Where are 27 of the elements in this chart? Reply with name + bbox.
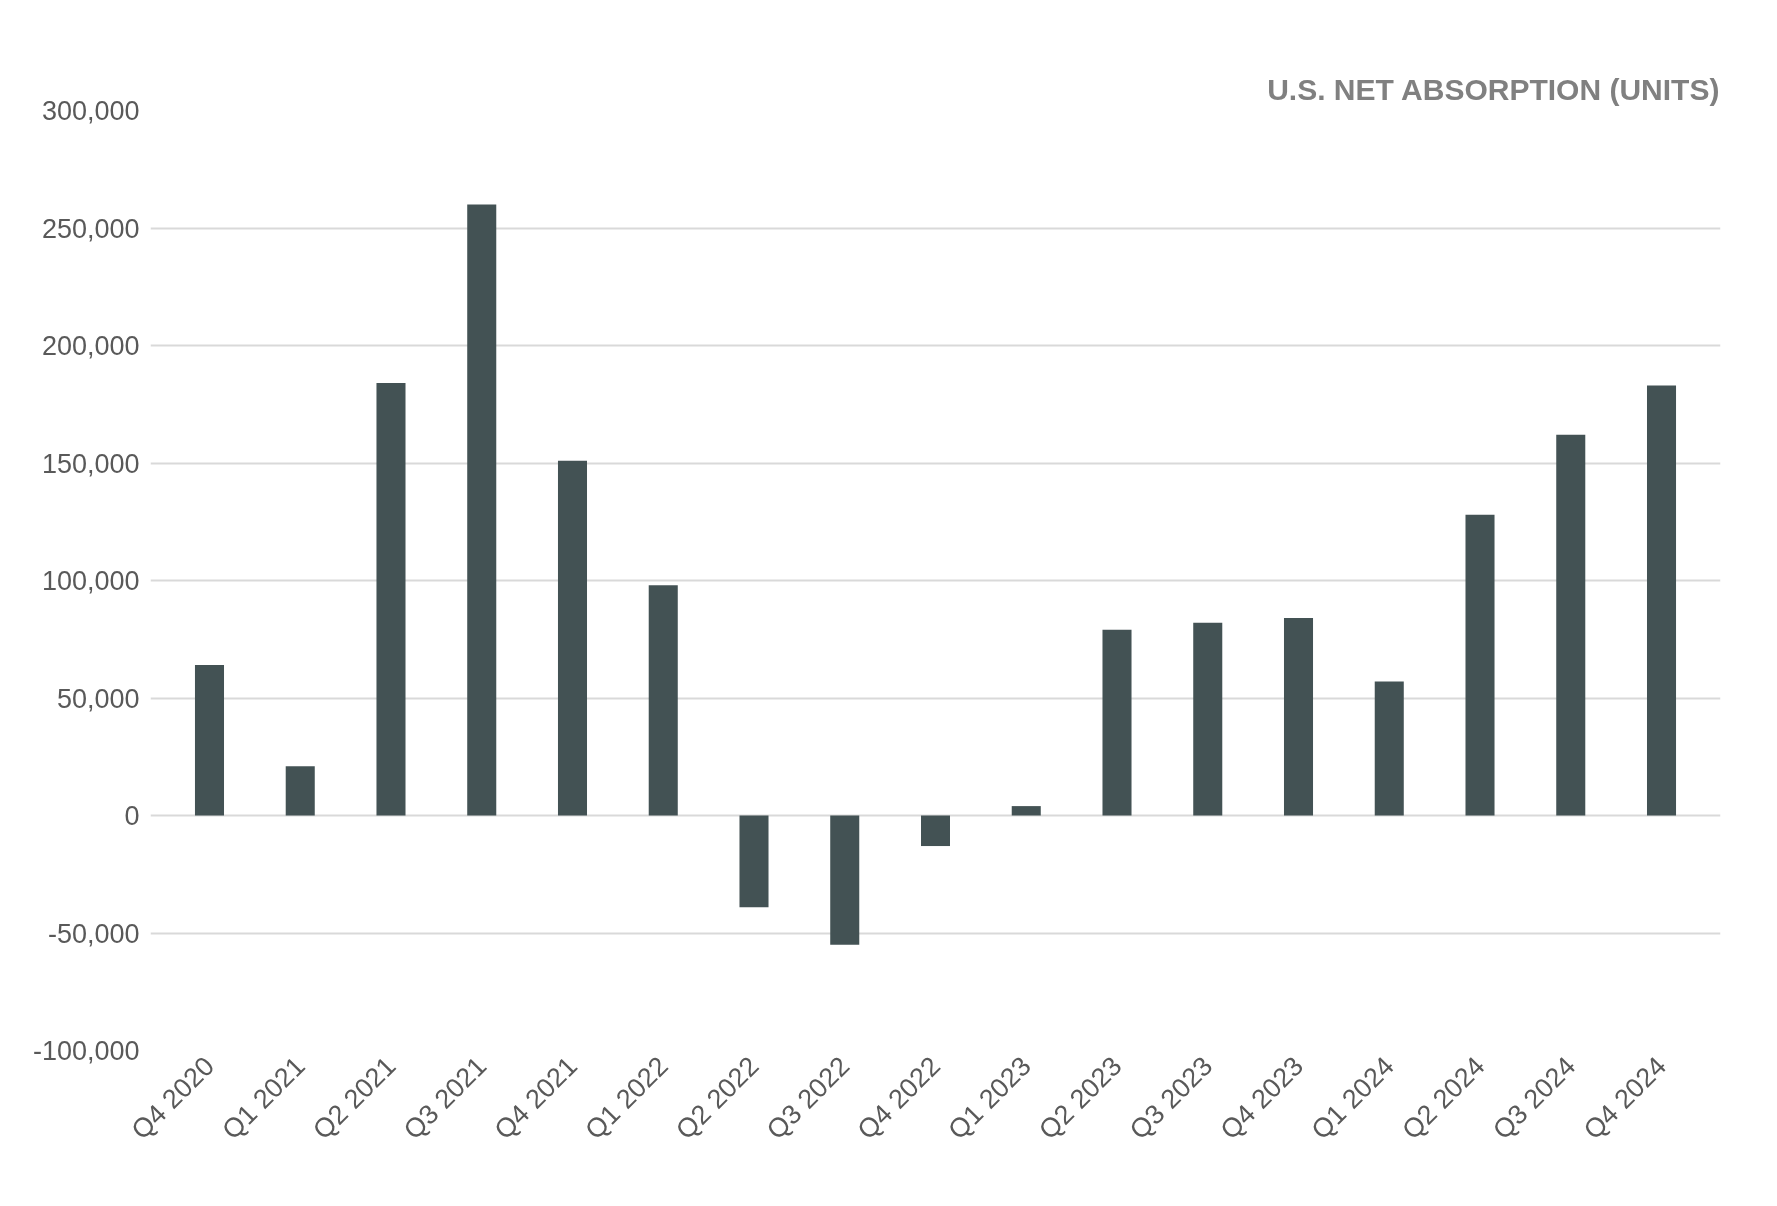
bar [1283, 618, 1314, 816]
bar [194, 665, 225, 816]
y-tick-label: 200,000 [41, 331, 140, 361]
bar [557, 460, 588, 816]
bar [376, 383, 406, 816]
y-tick-label: 0 [124, 801, 140, 831]
bar [920, 815, 951, 847]
bar [1646, 385, 1677, 816]
y-tick-label: -50,000 [47, 918, 140, 949]
bar [648, 585, 678, 816]
bar [1465, 514, 1495, 816]
bar [1374, 681, 1404, 816]
bar [830, 815, 860, 945]
y-tick-label: 300,000 [41, 96, 140, 126]
y-tick-label: -100,000 [32, 1036, 140, 1066]
bar [467, 204, 497, 816]
bar [1556, 434, 1586, 816]
y-tick-label: 150,000 [41, 448, 140, 479]
y-tick-label: 100,000 [41, 566, 140, 596]
bar [285, 766, 315, 816]
bar [739, 815, 769, 908]
bar [1193, 622, 1223, 816]
chart-title: U.S. NET ABSORPTION (UNITS) [1267, 72, 1720, 106]
y-tick-label: 50,000 [56, 683, 140, 714]
y-tick-label: 250,000 [41, 213, 140, 244]
bar [1102, 629, 1132, 816]
bar [1011, 806, 1041, 816]
